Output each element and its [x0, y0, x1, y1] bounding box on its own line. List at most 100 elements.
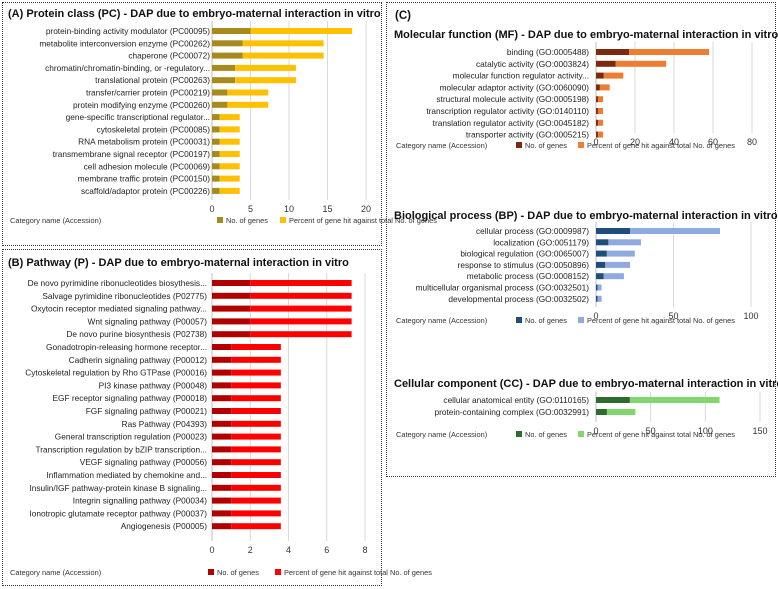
bar-percent — [235, 64, 296, 71]
bar-genes — [212, 292, 251, 299]
tick-label: 0 — [209, 204, 214, 214]
category-label: protein-binding activity modulator (PC00… — [46, 26, 210, 36]
bar-genes — [212, 187, 220, 194]
category-label: FGF signaling pathway (P00021) — [86, 406, 208, 416]
tick-label: 40 — [669, 137, 679, 147]
bar-genes — [212, 101, 228, 108]
bar-genes — [596, 261, 606, 268]
bar-genes — [596, 60, 616, 67]
bar-percent — [606, 409, 636, 415]
bar-genes — [212, 472, 232, 478]
legend-genes: No. of genes — [525, 316, 567, 325]
category-label: Insulin/IGF pathway-protein kinase B sig… — [29, 483, 207, 493]
tick-label: 20 — [361, 204, 371, 214]
bar-genes — [596, 295, 598, 302]
bar-genes — [596, 96, 598, 103]
bar-genes — [596, 49, 630, 55]
bar-percent — [231, 408, 281, 414]
bar-percent — [250, 28, 353, 34]
category-label: catalytic activity (GO:0003824) — [476, 59, 589, 69]
bar-percent — [231, 446, 281, 453]
legend-category: Category name (Accession) — [396, 430, 487, 439]
category-label: PI3 kinase pathway (P00048) — [99, 380, 208, 390]
category-label: chaperone (PC00072) — [128, 51, 210, 61]
bar-genes — [212, 420, 232, 427]
legend-genes: No. of genes — [226, 216, 268, 225]
bar-percent — [231, 459, 281, 466]
legend-percent-swatch — [275, 569, 281, 575]
bar-genes — [212, 40, 243, 47]
bar-genes — [212, 369, 232, 376]
bar-genes — [212, 114, 220, 121]
tick-label: 60 — [708, 137, 718, 147]
bar-percent — [231, 484, 281, 491]
bar-genes — [212, 523, 232, 530]
bar-percent — [231, 472, 281, 478]
tick-label: 100 — [698, 426, 713, 436]
legend-category: Category name (Accession) — [10, 216, 101, 225]
legend-percent-swatch — [578, 142, 584, 148]
tick-label: 100 — [743, 311, 758, 321]
bar-percent — [231, 510, 281, 517]
bar-genes — [212, 89, 228, 96]
category-label: binding (GO:0005488) — [507, 47, 589, 57]
bar-genes — [212, 52, 243, 59]
bar-percent — [630, 228, 720, 234]
bar-genes — [212, 344, 232, 350]
category-label: transcription regulator activity (GO:014… — [426, 106, 589, 116]
bar-percent — [227, 101, 269, 108]
bar-percent — [250, 280, 352, 286]
legend-percent: Percent of gene hit against total No. of… — [289, 216, 437, 225]
category-label: molecular adaptor activity (GO:0060090) — [440, 82, 590, 92]
tick-label: 80 — [747, 137, 757, 147]
category-label: Integrin signalling pathway (P00034) — [73, 496, 207, 506]
bar-percent — [219, 138, 240, 145]
category-label: translation regulator activity (GO:00451… — [433, 118, 590, 128]
chart-biological-process: Biological process (BP) - DAP due to emb… — [394, 210, 778, 325]
bar-genes — [212, 331, 251, 338]
panel-label: (C) — [395, 10, 411, 22]
bar-percent — [242, 40, 324, 47]
bar-percent — [235, 77, 296, 84]
bar-percent — [219, 126, 240, 133]
chart-title: (B) Pathway (P) - DAP due to embryo-mate… — [8, 257, 349, 269]
tick-label: 150 — [752, 426, 767, 436]
category-label: transfer/carrier protein (PC00219) — [86, 88, 210, 98]
bar-percent — [231, 523, 281, 530]
category-label: localization (GO:0051179) — [493, 237, 589, 247]
bar-percent — [231, 344, 281, 350]
panel-c-frame — [386, 2, 776, 477]
bar-percent — [219, 187, 240, 194]
legend-percent-swatch — [578, 431, 584, 437]
bar-genes — [212, 356, 232, 363]
bar-genes — [212, 446, 232, 453]
legend-genes-swatch — [516, 142, 522, 148]
category-label: VEGF signaling pathway (P00056) — [80, 457, 208, 467]
category-label: metabolic process (GO:0008152) — [467, 271, 589, 281]
bar-genes — [596, 108, 598, 114]
chart-title: Cellular component (CC) - DAP due to emb… — [394, 378, 778, 390]
bar-percent — [231, 420, 281, 427]
chart-title: Biological process (BP) - DAP due to emb… — [394, 210, 778, 222]
bar-percent — [599, 84, 610, 91]
chart-title: (A) Protein class (PC) - DAP due to embr… — [8, 8, 381, 20]
panel-a-frame — [2, 2, 382, 246]
category-label: Ionotropic glutamate receptor pathway (P… — [29, 508, 207, 518]
legend-percent: Percent of gene hit against total No. of… — [587, 141, 735, 150]
chart-pathway: (B) Pathway (P) - DAP due to embryo-mate… — [8, 257, 432, 577]
category-label: Angiogenesis (P00005) — [121, 521, 207, 531]
bar-percent — [231, 395, 281, 402]
bar-genes — [212, 163, 220, 170]
bar-percent — [629, 397, 720, 403]
tick-label: 0 — [593, 311, 598, 321]
category-label: Oxytocin receptor mediated signaling pat… — [31, 304, 207, 314]
bar-genes — [596, 228, 631, 234]
chart-pc: (A) Protein class (PC) - DAP due to embr… — [8, 8, 437, 225]
bar-percent — [603, 273, 624, 280]
panel-label: (B) — [8, 257, 26, 269]
bar-genes — [212, 395, 232, 402]
bar-percent — [219, 175, 240, 182]
bar-genes — [596, 84, 600, 91]
tick-label: 0 — [593, 137, 598, 147]
category-label: Wnt signaling pathway (P00057) — [88, 316, 208, 326]
